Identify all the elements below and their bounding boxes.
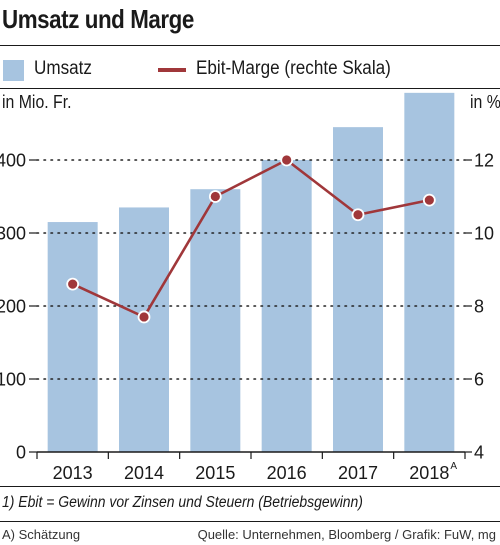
left-axis-unit: in Mio. Fr. (2, 92, 72, 112)
estimate-note: A) Schätzung (2, 527, 81, 542)
x-tick-mark-label-2018: A (450, 461, 457, 472)
ebit-marge-point-2013 (66, 277, 80, 291)
source-credit: Quelle: Unternehmen, Bloomberg / Grafik:… (197, 527, 496, 542)
bar-2015 (190, 189, 241, 452)
ebit-marge-point-2017 (351, 208, 365, 222)
right-tick-label-4: 4 (474, 443, 484, 463)
ebit-marge-point-2016 (280, 153, 294, 167)
legend: Umsatz Ebit-Marge (rechte Skala) (0, 55, 500, 85)
right-tick-label-10: 10 (474, 224, 494, 244)
x-tick-label-2013: 2013 (53, 463, 93, 483)
x-tick-label-2015: 2015 (195, 463, 235, 483)
x-tick-label-2017: 2017 (338, 463, 378, 483)
legend-swatch-ebit-marge (158, 68, 186, 72)
legend-label-umsatz: Umsatz (34, 58, 92, 79)
x-tick-label-2018: 2018 (409, 463, 449, 483)
bar-2013 (47, 222, 98, 452)
x-tick-label-2014: 2014 (124, 463, 164, 483)
ebit-marge-line (72, 158, 430, 319)
right-tick-label-6: 6 (474, 370, 484, 390)
footnote: 1) Ebit = Gewinn vor Zinsen und Steuern … (2, 494, 363, 511)
ebit-marge-point-2018 (422, 193, 436, 207)
source-divider (0, 521, 500, 522)
right-axis-unit: in % (470, 92, 500, 112)
ebit-marge-point-2014 (137, 310, 151, 324)
bar-2017 (333, 127, 383, 453)
legend-divider (0, 88, 500, 89)
bar-2014 (119, 207, 169, 452)
bar-2018 (404, 92, 455, 452)
right-tick-label-12: 12 (474, 151, 494, 171)
left-tick-label-0: 0 (16, 443, 26, 463)
x-tick-label-2016: 2016 (267, 463, 307, 483)
left-tick-label-200: 200 (0, 297, 26, 317)
left-tick-label-100: 100 (0, 370, 26, 390)
ebit-marge-point-2015 (208, 190, 222, 203)
left-tick-label-300: 300 (0, 224, 26, 244)
right-tick-label-8: 8 (474, 297, 484, 317)
legend-swatch-umsatz (3, 60, 24, 81)
title-divider (0, 45, 500, 46)
footnote-divider (0, 486, 500, 487)
left-tick-label-400: 400 (0, 151, 26, 171)
legend-label-ebit-marge: Ebit-Marge (rechte Skala) (196, 58, 391, 79)
chart-title: Umsatz und Marge (2, 4, 194, 34)
